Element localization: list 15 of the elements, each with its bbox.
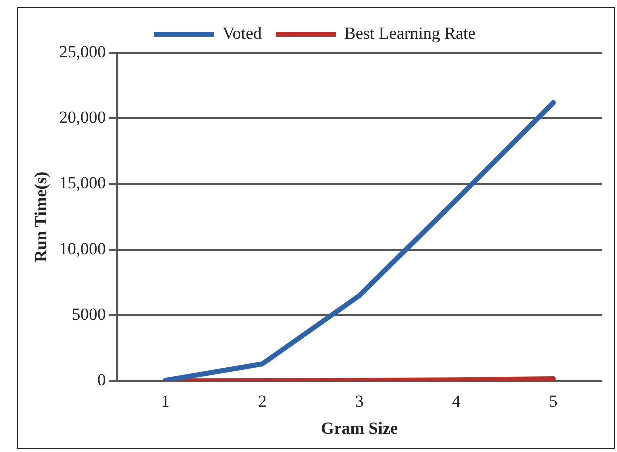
y-tick-label: 20,000 [59, 108, 106, 128]
y-axis-title: Run Time(s) [32, 172, 51, 262]
x-tick-label: 5 [549, 392, 558, 411]
y-tick-label: 0 [98, 370, 106, 390]
legend-label: Best Learning Rate [344, 24, 476, 43]
y-tick-label: 25,000 [59, 42, 106, 62]
x-tick-label: 1 [161, 392, 170, 411]
x-tick-label: 3 [355, 392, 364, 411]
y-tick-label: 5000 [72, 305, 106, 324]
legend-label: Voted [222, 24, 263, 43]
x-axis-title: Gram Size [321, 419, 398, 438]
y-tick-label: 15,000 [59, 174, 106, 193]
y-tick-label: 10,000 [59, 239, 106, 258]
x-tick-label: 2 [258, 392, 267, 411]
x-tick-label: 4 [452, 392, 462, 411]
